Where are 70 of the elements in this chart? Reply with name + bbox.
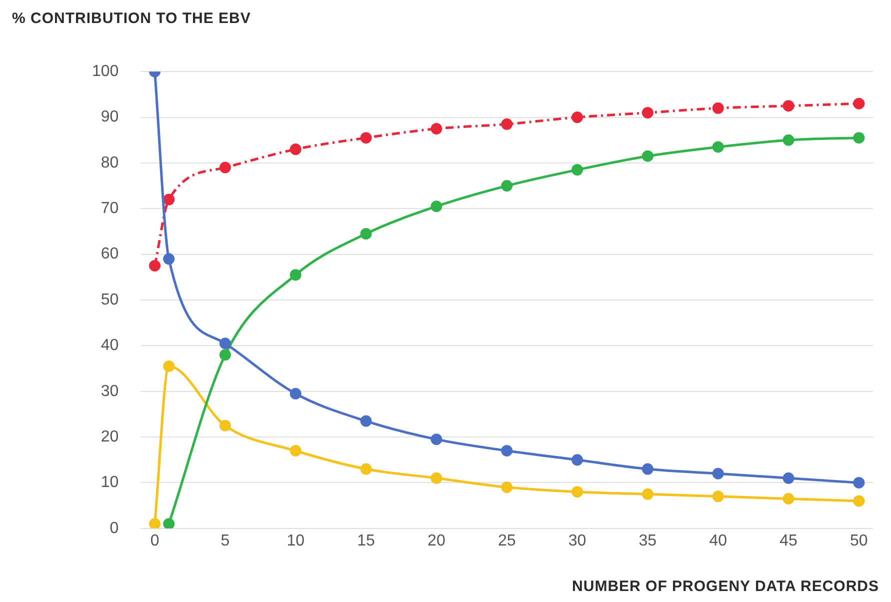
point (501, 444, 513, 456)
y-tick-label: 50 (100, 291, 119, 308)
point (642, 488, 654, 500)
point (572, 454, 584, 466)
point (219, 349, 231, 361)
point (782, 472, 794, 484)
point (149, 260, 161, 272)
point (572, 164, 584, 176)
point (572, 112, 584, 124)
x-tick-label: 30 (568, 532, 586, 550)
x-tick-label: 50 (850, 532, 868, 550)
point (360, 415, 372, 427)
y-tick-label: 0 (110, 520, 119, 537)
y-tick-label: 10 (100, 474, 119, 492)
y-tick-label: 90 (100, 108, 119, 126)
point (219, 162, 231, 174)
y-tick-label: 80 (100, 154, 119, 172)
y-tick-label: 70 (100, 200, 119, 218)
y-tick-label: 20 (100, 428, 119, 446)
point (712, 102, 724, 114)
point (712, 468, 724, 480)
y-tick-label: 30 (100, 382, 119, 400)
y-tick-label: 40 (100, 337, 119, 354)
point (501, 180, 513, 192)
point (290, 144, 302, 156)
x-tick-label: 35 (638, 532, 657, 550)
y-tick-label: 60 (100, 246, 119, 263)
point (290, 388, 302, 400)
point (290, 269, 302, 281)
x-tick-label: 15 (357, 532, 376, 550)
x-tick-label: 0 (150, 532, 160, 550)
point (642, 106, 654, 118)
point (853, 98, 865, 110)
point (642, 463, 654, 475)
point (430, 200, 442, 212)
y-axis-title: % CONTRIBUTION TO THE EBV (12, 10, 251, 27)
point (853, 132, 865, 144)
point (430, 434, 442, 446)
x-tick-label: 10 (286, 532, 305, 550)
x-axis-title: NUMBER OF PROGENY DATA RECORDS (572, 578, 879, 595)
point (853, 495, 865, 507)
point (360, 132, 372, 144)
x-tick-label: 40 (709, 532, 728, 550)
point (642, 150, 654, 162)
point (219, 420, 231, 432)
point (712, 141, 724, 153)
x-tick-label: 5 (220, 532, 230, 550)
x-tick-label: 45 (780, 532, 798, 550)
point (149, 518, 161, 528)
point (782, 134, 794, 146)
point (219, 338, 231, 350)
y-tick-label: 100 (92, 63, 119, 80)
x-tick-label: 20 (428, 532, 446, 550)
point (501, 118, 513, 130)
point (163, 518, 175, 528)
point (782, 492, 794, 504)
point (501, 482, 513, 494)
point (430, 472, 442, 484)
point (853, 476, 865, 488)
point (163, 253, 175, 265)
point (360, 228, 372, 240)
point (163, 360, 175, 372)
point (430, 122, 442, 134)
point (572, 486, 584, 498)
point (712, 490, 724, 502)
point (360, 463, 372, 475)
point (163, 194, 175, 206)
x-tick-label: 25 (498, 532, 516, 550)
point (782, 100, 794, 112)
point (290, 444, 302, 456)
